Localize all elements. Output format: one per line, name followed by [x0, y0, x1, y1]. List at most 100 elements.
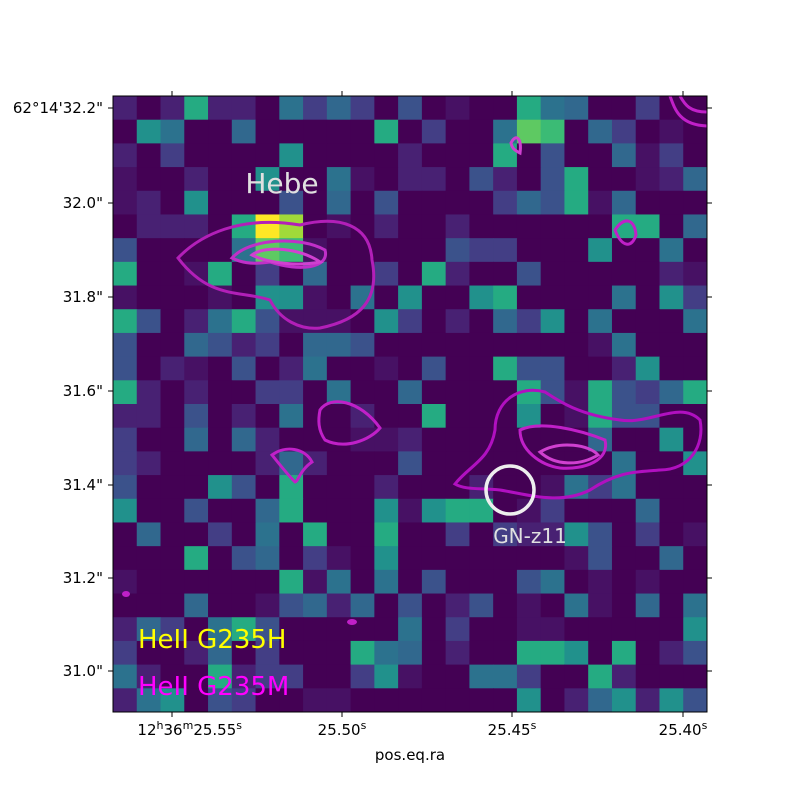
image-pixel — [421, 143, 447, 168]
image-pixel — [326, 285, 352, 310]
contour — [613, 219, 638, 246]
image-pixel — [160, 119, 185, 144]
image-pixel — [255, 261, 280, 287]
image-pixel — [445, 238, 470, 263]
image-pixel — [564, 498, 589, 523]
image-pixel — [659, 214, 684, 239]
image-pixel — [469, 332, 494, 358]
image-pixel — [493, 96, 518, 121]
image-pixel — [421, 167, 447, 192]
image-pixel — [374, 190, 399, 215]
image-pixel — [350, 664, 375, 689]
image-pixel — [136, 546, 162, 571]
image-pixel — [611, 664, 637, 689]
image-pixel — [683, 332, 708, 358]
image-pixel — [398, 285, 423, 310]
image-pixel — [564, 238, 589, 263]
image-pixel — [516, 285, 542, 310]
image-pixel — [113, 688, 138, 713]
image-pixel — [516, 356, 542, 381]
image-pixel — [445, 380, 470, 405]
image-pixel — [493, 522, 518, 547]
image-pixel — [184, 546, 209, 571]
target-marker — [484, 464, 536, 516]
image-pixel — [208, 569, 233, 595]
image-pixel — [350, 96, 375, 121]
image-pixel — [113, 285, 138, 310]
image-pixel — [469, 451, 494, 476]
image-pixel — [635, 285, 660, 310]
image-pixel — [469, 569, 494, 595]
image-pixel — [540, 309, 565, 334]
image-pixel — [350, 119, 375, 144]
image-pixel — [255, 569, 280, 595]
image-pixel — [540, 569, 565, 595]
image-pixel — [136, 285, 162, 310]
image-pixel — [445, 640, 470, 666]
image-pixel — [113, 404, 138, 429]
image-pixel — [398, 119, 423, 144]
image-pixel — [564, 640, 589, 666]
image-pixel — [303, 309, 328, 334]
image-pixel — [588, 96, 613, 121]
image-pixel — [113, 380, 138, 405]
image-pixel — [136, 688, 162, 713]
image-pixel — [184, 119, 209, 144]
image-pixel — [374, 167, 399, 192]
image-pixel — [540, 640, 565, 666]
image-pixel — [184, 617, 209, 642]
image-pixel — [588, 309, 613, 334]
image-pixel — [279, 546, 304, 571]
image-pixel — [398, 451, 423, 476]
contour — [249, 247, 324, 266]
image-pixel — [469, 190, 494, 215]
image-pixel — [493, 356, 518, 381]
image-pixel — [326, 261, 352, 287]
image-pixel — [231, 404, 257, 429]
image-pixel — [469, 309, 494, 334]
image-pixel — [398, 380, 423, 405]
image-pixel — [231, 617, 257, 642]
image-pixel — [611, 427, 637, 452]
image-pixel — [540, 332, 565, 358]
image-pixel — [635, 522, 660, 547]
image-pixel — [588, 522, 613, 547]
source-label: GN-z11 — [493, 524, 567, 548]
axes-frame — [112, 95, 708, 713]
image-pixel — [445, 498, 470, 523]
image-pixel — [683, 617, 708, 642]
image-pixel — [113, 569, 138, 595]
image-pixel — [493, 214, 518, 239]
image-pixel — [635, 688, 660, 713]
image-pixel — [516, 404, 542, 429]
image-pixel — [445, 522, 470, 547]
image-pixel — [374, 688, 399, 713]
image-pixel — [184, 214, 209, 239]
image-pixel — [659, 238, 684, 263]
image-pixel — [445, 261, 470, 287]
image-pixel — [635, 261, 660, 287]
contour — [668, 95, 708, 128]
image-pixel — [398, 569, 423, 595]
image-pixel — [136, 96, 162, 121]
image-pixel — [493, 640, 518, 666]
image-pixel — [255, 167, 280, 192]
image-pixel — [208, 238, 233, 263]
image-pixel — [113, 238, 138, 263]
image-pixel — [540, 285, 565, 310]
image-pixel — [611, 119, 637, 144]
image-pixel — [350, 190, 375, 215]
image-pixel — [113, 356, 138, 381]
image-pixel — [398, 593, 423, 618]
contour — [122, 591, 130, 597]
image-pixel — [540, 356, 565, 381]
image-pixel — [326, 593, 352, 618]
image-pixel — [303, 640, 328, 666]
image-pixel — [469, 617, 494, 642]
image-pixel — [350, 451, 375, 476]
image-pixel — [350, 688, 375, 713]
image-pixel — [635, 593, 660, 618]
image-pixel — [445, 664, 470, 689]
image-pixel — [208, 404, 233, 429]
image-pixel — [445, 96, 470, 121]
